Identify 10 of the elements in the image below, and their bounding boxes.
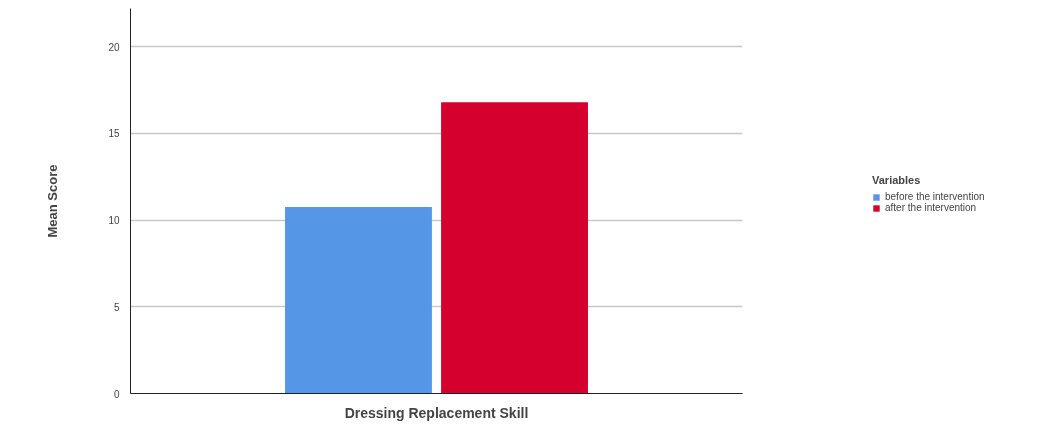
y-tick-label: 0 (113, 388, 120, 400)
y-tick-label: 20 (108, 41, 120, 53)
legend-label: before the intervention (885, 191, 985, 202)
x-tick-label: Dressing Replacement Skill (344, 404, 529, 421)
legend-title: Variables (872, 174, 922, 186)
y-axis-title: Mean Score (45, 164, 61, 238)
y-tick-label: 5 (113, 301, 120, 313)
y-tick-label: 10 (108, 215, 120, 227)
legend-label: after the intervention (885, 202, 977, 213)
y-tick-label: 15 (108, 128, 120, 140)
